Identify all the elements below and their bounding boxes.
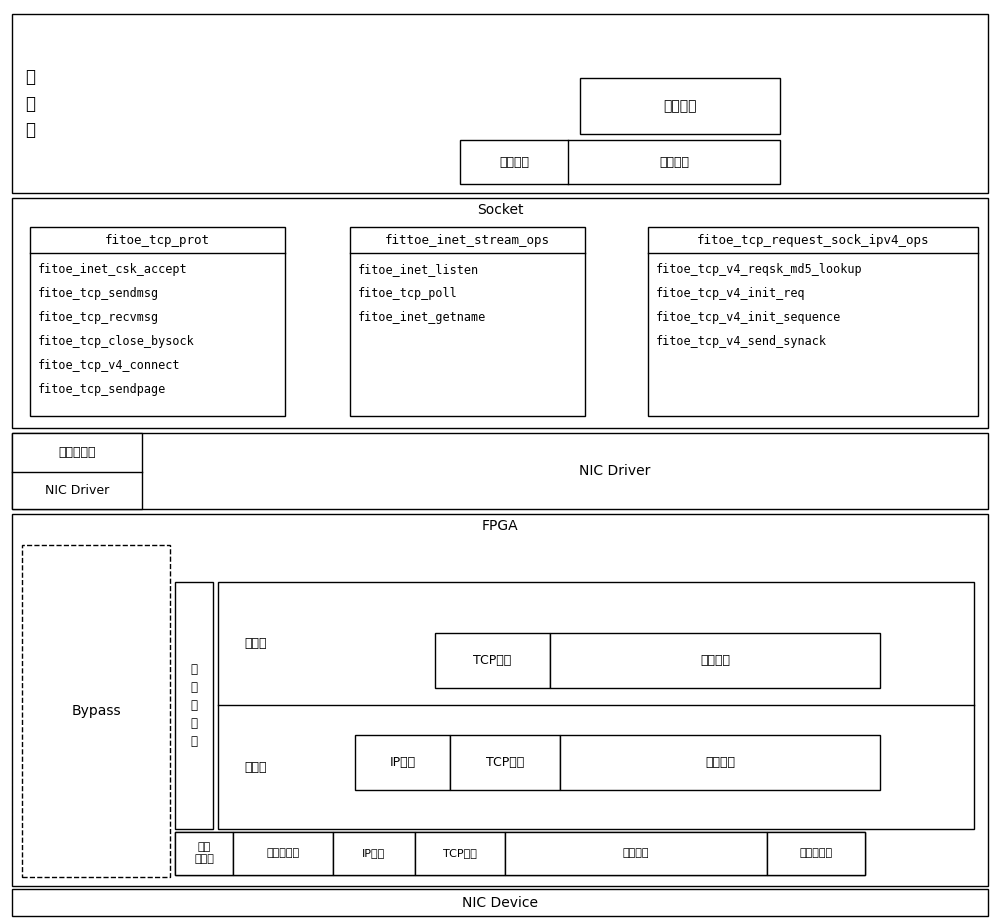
Bar — [648, 227, 978, 416]
Bar — [12, 433, 142, 509]
Text: FPGA: FPGA — [482, 519, 518, 533]
Text: 网
络
协
议
栈: 网 络 协 议 栈 — [190, 663, 197, 748]
Bar — [218, 582, 974, 829]
Bar — [175, 832, 233, 875]
Text: fitoe_tcp_prot: fitoe_tcp_prot — [105, 234, 210, 247]
Bar — [505, 832, 767, 875]
Text: Socket: Socket — [477, 203, 523, 217]
Text: fitoe_tcp_close_bysock: fitoe_tcp_close_bysock — [38, 335, 195, 348]
Bar — [12, 198, 988, 428]
Text: TCP首部: TCP首部 — [443, 848, 477, 858]
Text: 应用数据: 应用数据 — [705, 756, 735, 769]
Text: fitoe_tcp_recvmsg: fitoe_tcp_recvmsg — [38, 311, 159, 324]
Text: fitoe_tcp_v4_connect: fitoe_tcp_v4_connect — [38, 359, 180, 372]
Bar — [560, 735, 880, 790]
Text: fitoe_inet_csk_accept: fitoe_inet_csk_accept — [38, 263, 188, 276]
Text: 应用数据: 应用数据 — [700, 654, 730, 667]
Text: fitoe_tcp_v4_reqsk_md5_lookup: fitoe_tcp_v4_reqsk_md5_lookup — [656, 263, 863, 276]
Text: fitoe_inet_getname: fitoe_inet_getname — [358, 311, 486, 324]
Bar — [415, 832, 505, 875]
Bar — [435, 633, 550, 688]
Text: TCP首部: TCP首部 — [473, 654, 512, 667]
Text: fitoe_tcp_sendpage: fitoe_tcp_sendpage — [38, 383, 166, 396]
Text: fitoe_tcp_v4_send_synack: fitoe_tcp_v4_send_synack — [656, 335, 827, 348]
Text: IP首部: IP首部 — [389, 756, 416, 769]
Bar — [355, 735, 450, 790]
Bar — [350, 227, 585, 416]
Text: NIC Driver: NIC Driver — [579, 464, 651, 478]
Text: 网络层: 网络层 — [245, 761, 267, 774]
Text: IP首部: IP首部 — [362, 848, 386, 858]
Bar — [450, 735, 560, 790]
Text: 用户首部: 用户首部 — [499, 156, 529, 169]
Text: fitoe_tcp_sendmsg: fitoe_tcp_sendmsg — [38, 287, 159, 300]
Text: fitoe_tcp_poll: fitoe_tcp_poll — [358, 287, 458, 300]
Bar — [175, 582, 213, 829]
Text: fitoe_tcp_v4_init_req: fitoe_tcp_v4_init_req — [656, 287, 806, 300]
Text: 运输层: 运输层 — [245, 637, 267, 650]
Bar — [30, 227, 285, 416]
Bar — [580, 78, 780, 134]
Text: 以太网首部: 以太网首部 — [266, 848, 300, 858]
Text: 以太网尾部: 以太网尾部 — [799, 848, 833, 858]
Bar — [333, 832, 415, 875]
Bar — [12, 514, 988, 886]
Text: TCP首部: TCP首部 — [486, 756, 524, 769]
Text: 用户数据: 用户数据 — [659, 156, 689, 169]
Text: NIC Device: NIC Device — [462, 895, 538, 910]
Text: 应用数据: 应用数据 — [623, 848, 649, 858]
Text: 用户数据: 用户数据 — [663, 99, 697, 113]
Bar — [175, 832, 865, 875]
Text: 应
用
层: 应 用 层 — [25, 68, 35, 139]
Bar — [550, 633, 880, 688]
Bar — [22, 545, 170, 877]
Text: fittoe_inet_stream_ops: fittoe_inet_stream_ops — [385, 234, 550, 247]
Text: fitoe_tcp_v4_init_sequence: fitoe_tcp_v4_init_sequence — [656, 311, 841, 324]
Text: fitoe_inet_listen: fitoe_inet_listen — [358, 263, 479, 276]
Text: fitoe_tcp_request_sock_ipv4_ops: fitoe_tcp_request_sock_ipv4_ops — [697, 234, 929, 247]
Text: NIC Driver: NIC Driver — [45, 484, 109, 497]
Text: Bypass: Bypass — [71, 704, 121, 718]
Bar — [767, 832, 865, 875]
Bar — [460, 140, 780, 184]
Bar — [233, 832, 333, 875]
Bar — [12, 14, 988, 193]
Bar — [12, 433, 988, 509]
Text: 数据
链路层: 数据 链路层 — [194, 842, 214, 865]
Bar — [12, 889, 988, 916]
Text: 网络协议栈: 网络协议栈 — [58, 446, 96, 459]
